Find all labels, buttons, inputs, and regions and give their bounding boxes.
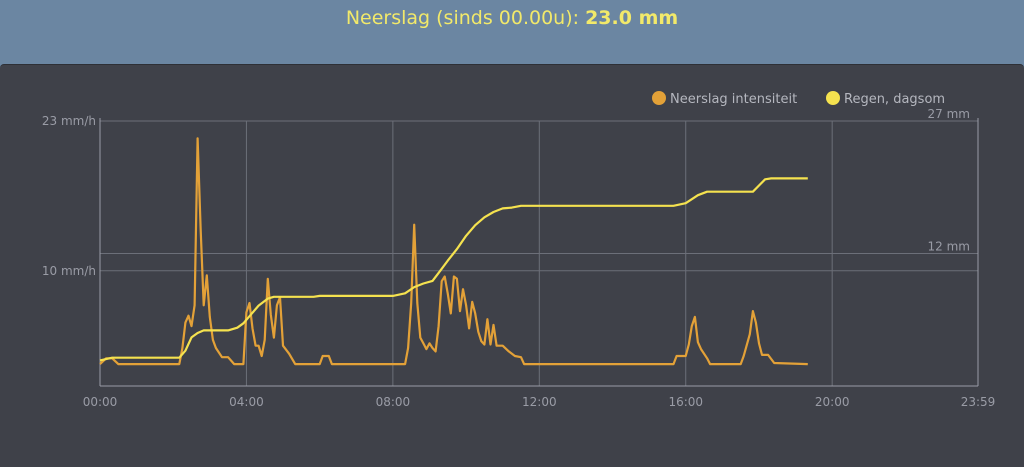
x-tick-label: 04:00	[229, 395, 264, 409]
x-tick-label: 16:00	[668, 395, 703, 409]
x-tick-label: 00:00	[83, 395, 118, 409]
legend: Neerslag intensiteit Regen, dagsom	[652, 91, 945, 107]
header-bar: Neerslag (sinds 00.00u): 23.0 mm	[0, 0, 1024, 62]
rain-summary-label: Neerslag (sinds 00.00u):	[346, 7, 579, 29]
legend-swatch-daysum[interactable]	[826, 91, 840, 105]
x-tick-label: 23:59	[961, 395, 996, 409]
legend-swatch-intensity[interactable]	[652, 91, 666, 105]
legend-label-daysum[interactable]: Regen, dagsom	[844, 92, 945, 107]
series-line-daysum	[100, 178, 808, 360]
y-left-tick-label: 23 mm/h	[42, 114, 96, 128]
series-lines	[100, 138, 808, 364]
rain-chart: 00:00 04:00 08:00 12:00 16:00 20:00 23:59 23 mm…	[0, 64, 1024, 466]
legend-label-intensity[interactable]: Neerslag intensiteit	[670, 92, 797, 107]
grid-lines	[100, 121, 978, 386]
tick-labels: 00:00 04:00 08:00 12:00 16:00 20:00 23:59 23 mm…	[42, 107, 995, 409]
y-right-tick-label: 27 mm	[928, 107, 970, 121]
x-tick-label: 20:00	[815, 395, 850, 409]
x-tick-label: 08:00	[376, 395, 411, 409]
y-right-tick-label: 12 mm	[928, 240, 970, 254]
x-tick-label: 12:00	[522, 395, 557, 409]
rain-summary-value: 23.0 mm	[585, 7, 678, 29]
rain-summary-title: Neerslag (sinds 00.00u): 23.0 mm	[346, 7, 678, 29]
y-left-tick-label: 10 mm/h	[42, 264, 96, 278]
